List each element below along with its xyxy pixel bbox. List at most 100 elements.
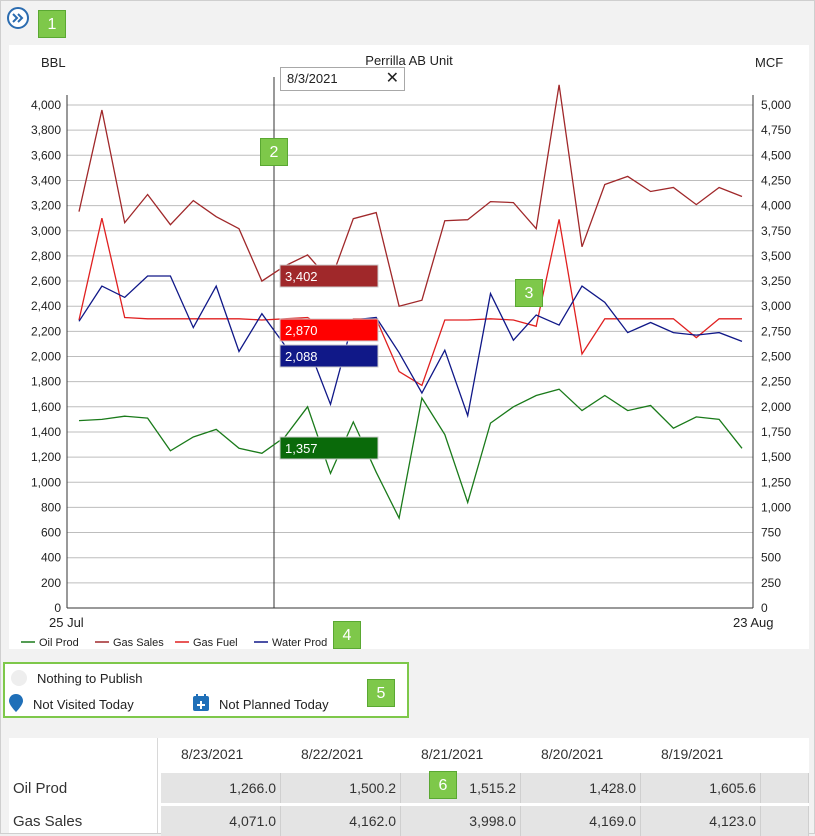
production-chart[interactable]: 0 200 400 600 800 1,000 1,200 1,400 1,600 1,800 2,…	[9, 45, 809, 649]
tooltip-value: 1,357	[285, 441, 318, 456]
chart-title: Perrilla AB Unit	[365, 53, 453, 68]
callout-badge: 1	[38, 10, 66, 38]
y-tick-label-right: 4,750	[761, 123, 791, 137]
expand-panel-button[interactable]	[7, 7, 29, 29]
table-cell[interactable]: 1,266.0	[161, 773, 281, 803]
row-label: Gas Sales	[13, 813, 83, 830]
y-tick-label-right: 0	[761, 601, 768, 615]
legend-label: Water Prod	[272, 637, 327, 649]
y-tick-label-left: 200	[41, 576, 61, 590]
legend-label: Gas Fuel	[193, 637, 238, 649]
y-tick-label-left: 400	[41, 551, 61, 565]
y-tick-label-left: 1,800	[31, 375, 61, 389]
status-label: Not Visited Today	[33, 697, 134, 712]
x-tick-label: 23 Aug	[733, 615, 774, 630]
y-tick-label-left: 3,600	[31, 148, 61, 162]
circle-icon	[11, 670, 27, 686]
tooltip-box	[279, 436, 379, 460]
callout-badge: 5	[367, 679, 395, 707]
chart-axes: 0 200 400 600 800 1,000 1,200 1,400 1,600 1,800 2,…	[31, 53, 791, 630]
column-header[interactable]: 8/22/2021	[301, 746, 364, 762]
table-cell[interactable]: 4,071.0	[161, 806, 281, 836]
y-tick-label-left: 3,400	[31, 173, 61, 187]
tooltip-value: 2,088	[285, 349, 318, 364]
column-header[interactable]: 8/21/2021	[421, 746, 484, 762]
status-not-visited: Not Visited Today	[9, 694, 134, 715]
table-cell-empty	[761, 773, 809, 803]
y-tick-label-right: 4,000	[761, 199, 791, 213]
column-header[interactable]: 8/20/2021	[541, 746, 604, 762]
y-tick-label-right: 750	[761, 526, 781, 540]
close-icon[interactable]: ✕	[385, 70, 399, 87]
y-tick-label-left: 2,200	[31, 324, 61, 338]
tooltip-value: 3,402	[285, 269, 318, 284]
table-cell[interactable]: 3,998.0	[401, 806, 521, 836]
y-tick-label-left: 2,000	[31, 350, 61, 364]
y-tick-label-right: 2,500	[761, 350, 791, 364]
double-chevron-right-icon	[12, 13, 24, 23]
y-tick-label-left: 2,400	[31, 299, 61, 313]
y-tick-label-left: 0	[54, 601, 61, 615]
y-tick-label-right: 500	[761, 551, 781, 565]
y-tick-label-left: 2,600	[31, 274, 61, 288]
status-nothing-to-publish: Nothing to Publish	[11, 670, 143, 686]
status-label: Not Planned Today	[219, 696, 329, 712]
series-line-gas-sales	[78, 84, 743, 307]
chart-series: 3,402 2,870 2,088 1,357	[78, 84, 743, 521]
y-tick-label-right: 3,750	[761, 224, 791, 238]
cursor-date-label: 8/3/2021	[287, 71, 338, 86]
y-tick-label-right: 3,000	[761, 299, 791, 313]
y-tick-label-right: 5,000	[761, 98, 791, 112]
status-not-planned: Not Planned Today	[193, 694, 329, 714]
series-line-water-prod	[78, 275, 743, 419]
chart-panel: 0 200 400 600 800 1,000 1,200 1,400 1,600 1,800 2,…	[9, 45, 809, 649]
y-tick-label-left: 2,800	[31, 249, 61, 263]
table-cell[interactable]: 4,169.0	[521, 806, 641, 836]
legend-label: Oil Prod	[39, 637, 79, 649]
chart-grid	[67, 104, 753, 609]
y-tick-label-right: 1,250	[761, 475, 791, 489]
tooltip-box	[279, 344, 379, 368]
callout-badge: 6	[429, 771, 457, 799]
legend-label: Gas Sales	[113, 637, 164, 649]
x-tick-label: 25 Jul	[49, 615, 84, 630]
y-tick-label-right: 3,500	[761, 249, 791, 263]
tooltip-box	[279, 264, 379, 288]
cursor-date-chip: 8/3/2021 ✕	[280, 67, 405, 91]
y-tick-label-right: 2,250	[761, 375, 791, 389]
y-tick-label-right: 1,500	[761, 450, 791, 464]
row-label: Oil Prod	[13, 780, 68, 797]
table-cell[interactable]: 1,428.0	[521, 773, 641, 803]
y-axis-label-left: BBL	[41, 55, 66, 70]
table-cell[interactable]: 1,500.2	[281, 773, 401, 803]
y-tick-label-right: 1,000	[761, 500, 791, 514]
callout-badge: 3	[515, 279, 543, 307]
chart-legend: Oil Prod Gas Sales Gas Fuel Water Prod	[21, 637, 327, 649]
y-tick-label-left: 3,000	[31, 224, 61, 238]
y-tick-label-right: 2,750	[761, 324, 791, 338]
y-tick-label-left: 1,000	[31, 475, 61, 489]
y-tick-label-right: 4,500	[761, 148, 791, 162]
column-header[interactable]: 8/19/2021	[661, 746, 724, 762]
tooltip-box	[279, 318, 379, 342]
data-table: 8/23/2021 8/22/2021 8/21/2021 8/20/2021 …	[9, 738, 809, 836]
y-tick-label-left: 1,400	[31, 425, 61, 439]
y-tick-label-left: 600	[41, 526, 61, 540]
table-cell[interactable]: 1,605.6	[641, 773, 761, 803]
table-cell[interactable]: 4,123.0	[641, 806, 761, 836]
column-header[interactable]: 8/23/2021	[181, 746, 244, 762]
series-line-gas-fuel	[78, 218, 742, 387]
y-tick-label-left: 4,000	[31, 98, 61, 112]
y-tick-label-left: 3,200	[31, 199, 61, 213]
status-legend: Nothing to Publish Not Visited Today Not…	[3, 662, 409, 718]
table-cell[interactable]: 1,515.2	[401, 773, 521, 803]
y-tick-label-left: 800	[41, 500, 61, 514]
y-tick-label-right: 3,250	[761, 274, 791, 288]
table-divider	[157, 738, 158, 833]
table-cell[interactable]: 4,162.0	[281, 806, 401, 836]
y-tick-label-left: 1,200	[31, 450, 61, 464]
y-axis-label-right: MCF	[755, 55, 783, 70]
y-tick-label-left: 3,800	[31, 123, 61, 137]
status-label: Nothing to Publish	[37, 670, 143, 686]
